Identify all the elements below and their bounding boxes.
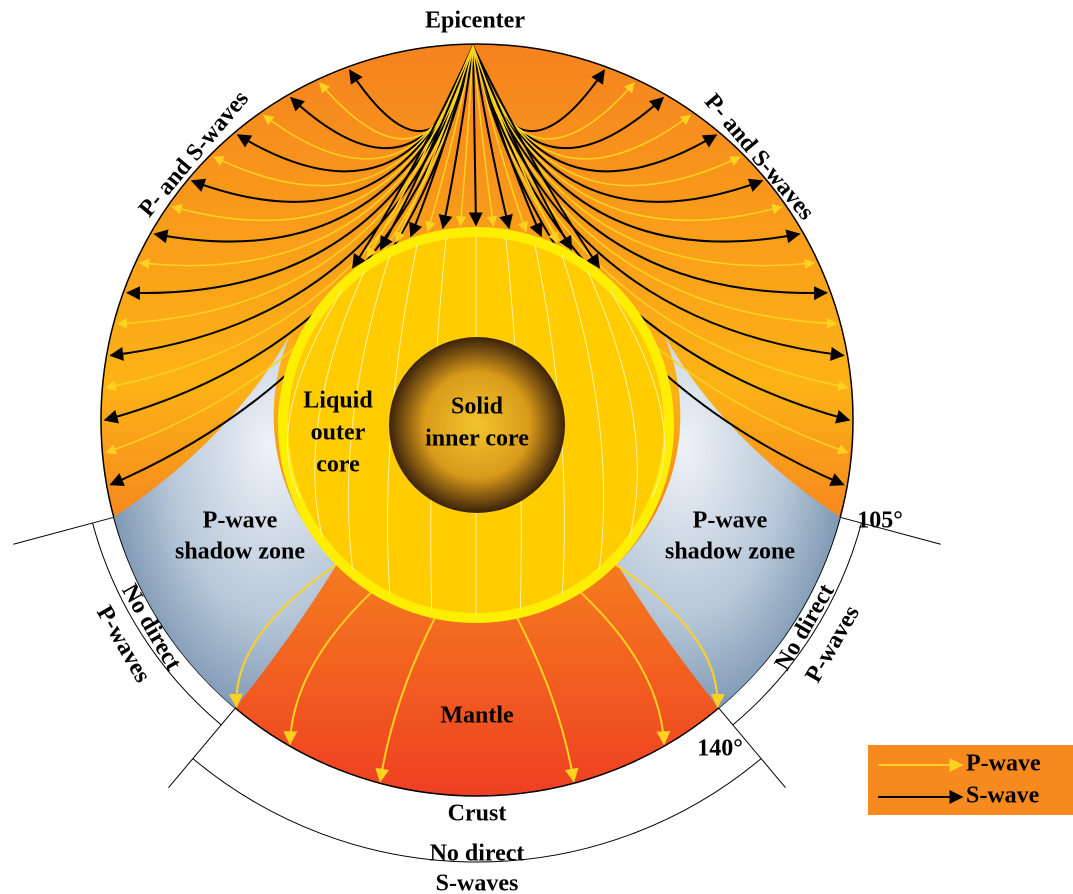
core-label: outer xyxy=(311,420,366,446)
shadow-label: P-wave xyxy=(693,508,768,534)
diagram: Epicenter P- and S-waves P- and S-waves … xyxy=(0,0,1073,894)
scale-tick xyxy=(13,517,113,544)
shadow-label: P-wave xyxy=(203,508,278,534)
angle-label: 105° xyxy=(857,508,903,534)
epicenter: Epicenter xyxy=(425,8,525,34)
shadow-label: shadow zone xyxy=(665,539,795,565)
no-s-label: S-waves xyxy=(436,871,519,894)
core-label: core xyxy=(316,452,360,478)
core-label: inner core xyxy=(425,426,529,452)
scale-tick xyxy=(168,708,235,788)
core-label: Liquid xyxy=(303,388,373,414)
legend: P-wave S-wave xyxy=(868,745,1073,815)
legend-label: S-wave xyxy=(966,783,1040,809)
mantle-label: Mantle xyxy=(440,703,514,729)
no-s-label: No direct xyxy=(430,841,525,867)
angle-label: 140° xyxy=(697,736,743,762)
core-label: Solid xyxy=(451,394,504,420)
legend-label: P-wave xyxy=(966,751,1041,777)
shadow-label: shadow zone xyxy=(175,539,305,565)
crust-label: Crust xyxy=(448,801,507,827)
